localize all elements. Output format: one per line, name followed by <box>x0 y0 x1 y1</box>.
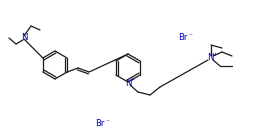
Text: +: + <box>212 52 217 58</box>
Text: N: N <box>125 78 131 87</box>
Text: Br: Br <box>178 33 187 42</box>
Text: +: + <box>129 77 135 82</box>
Text: ⁻: ⁻ <box>105 118 109 126</box>
Text: ⁻: ⁻ <box>188 32 192 41</box>
Text: N: N <box>21 33 27 42</box>
Text: N: N <box>207 53 213 63</box>
Text: Br: Br <box>95 120 104 129</box>
